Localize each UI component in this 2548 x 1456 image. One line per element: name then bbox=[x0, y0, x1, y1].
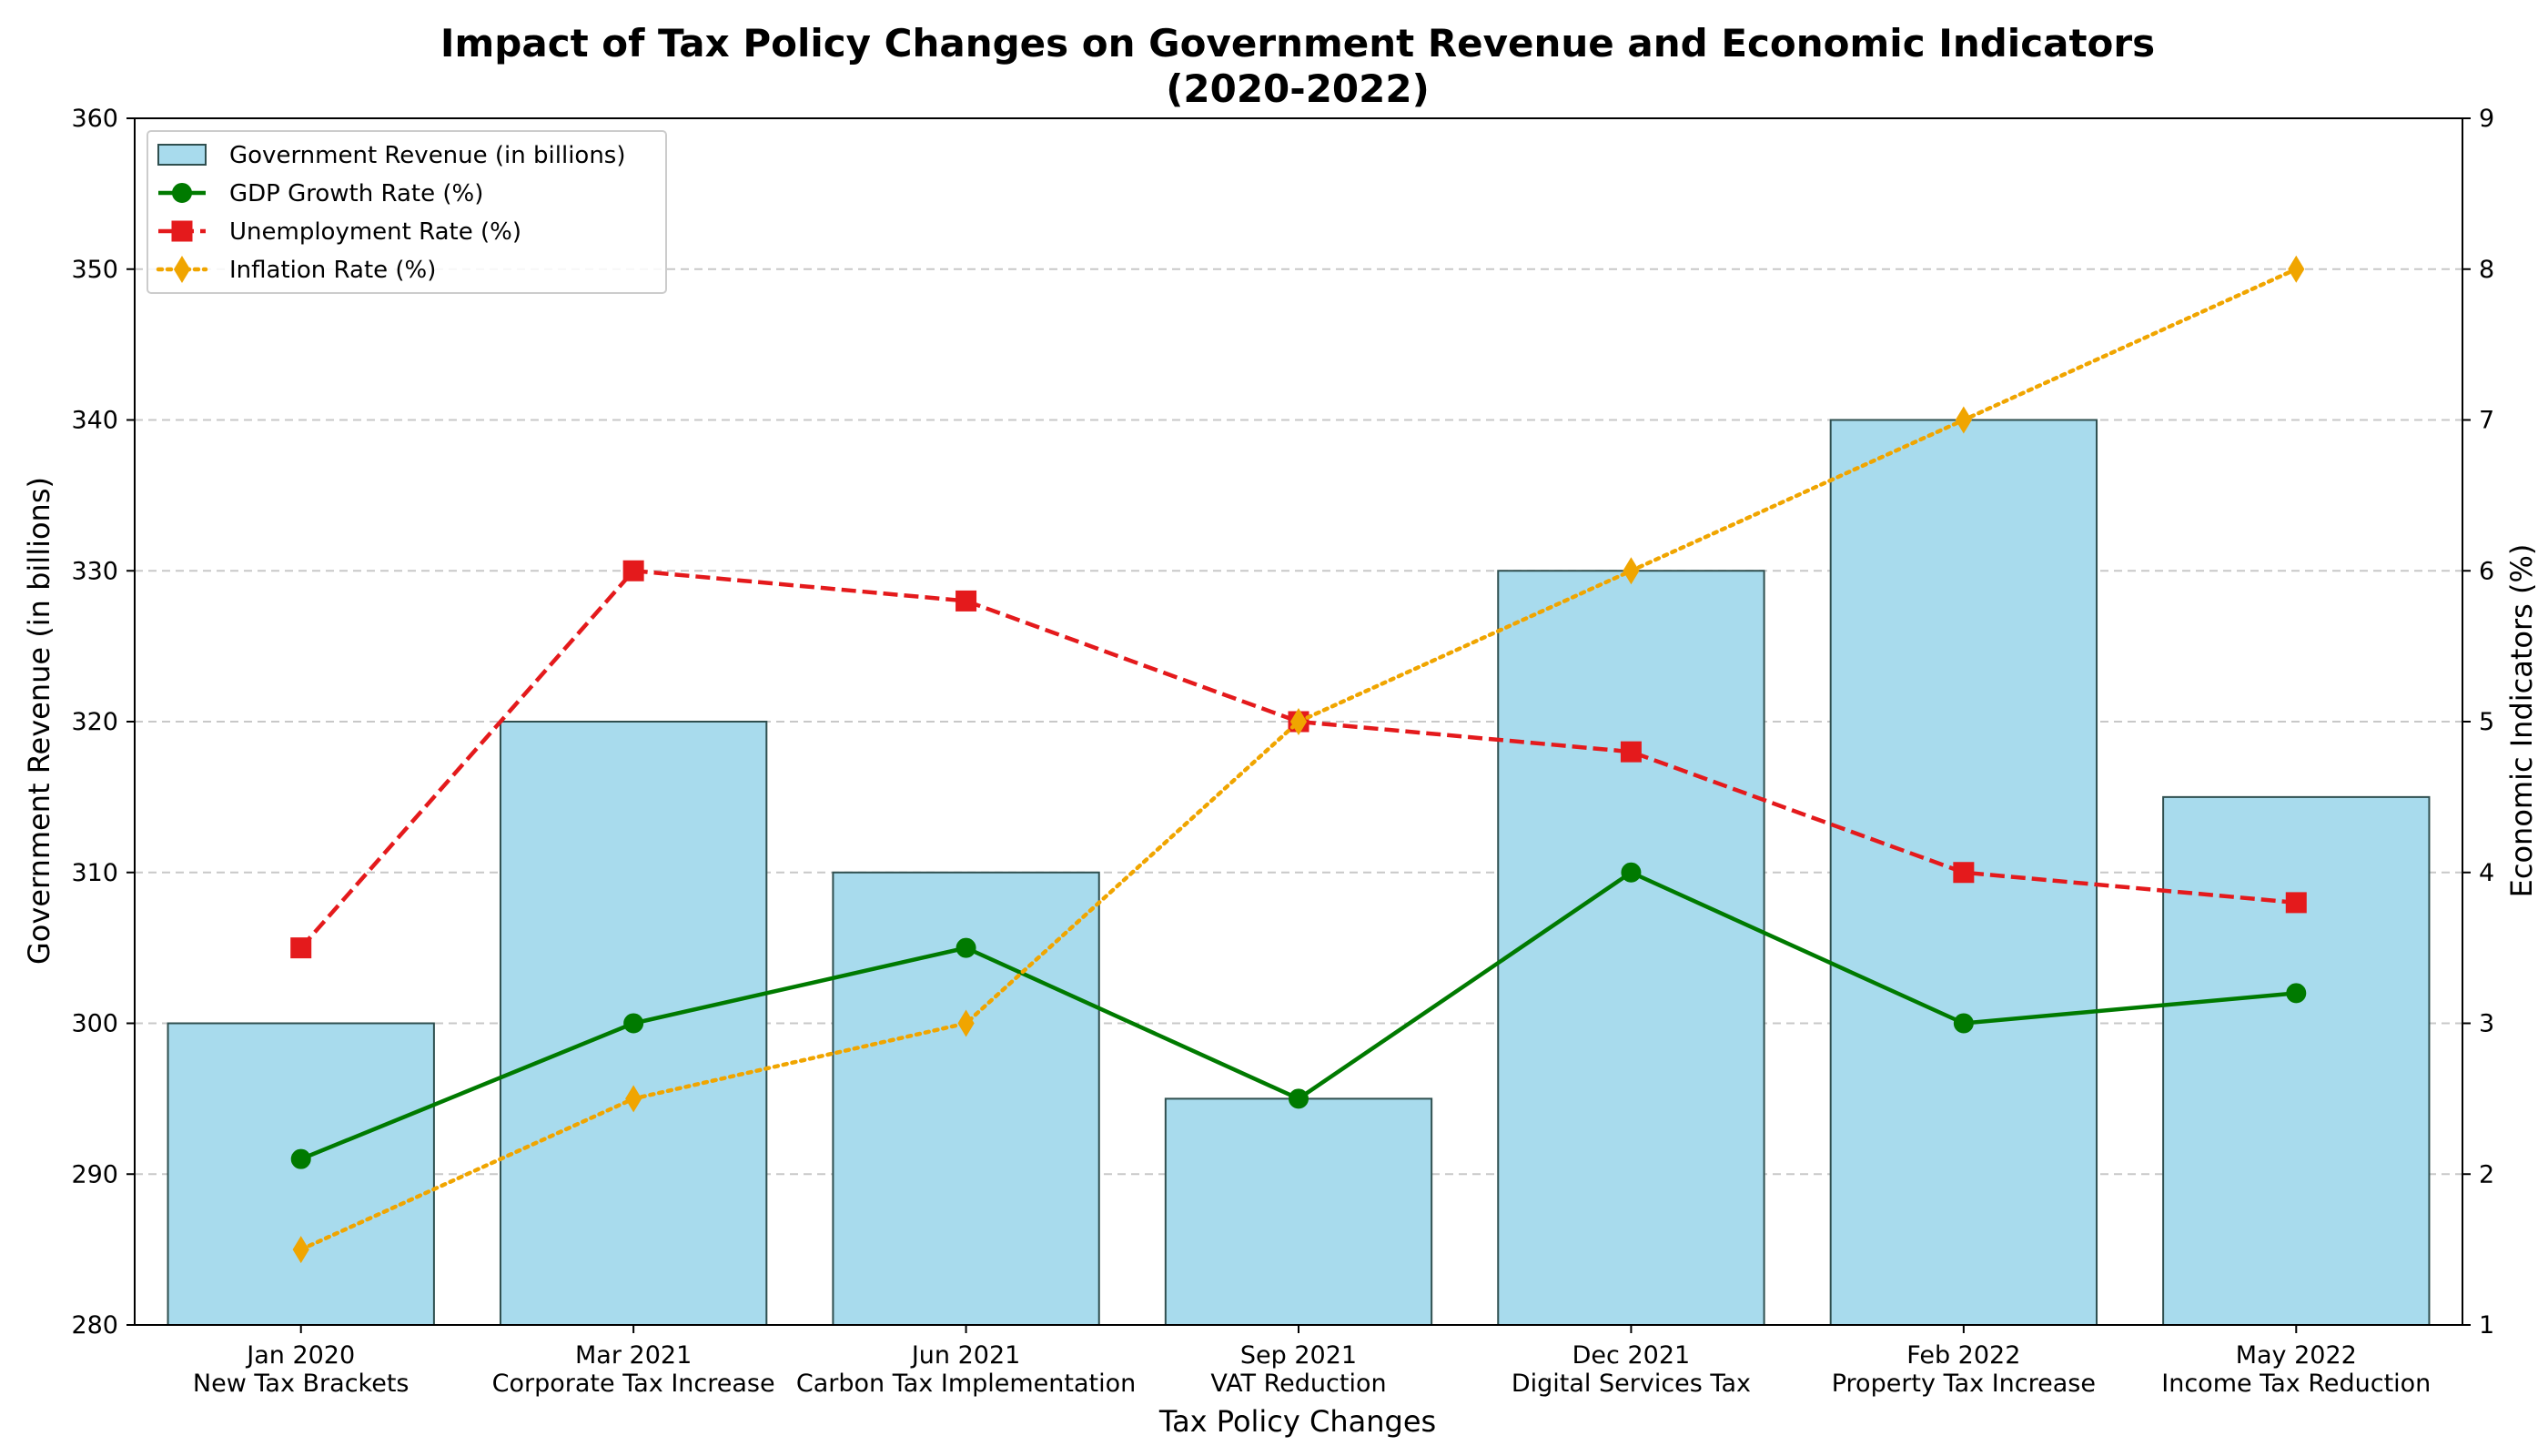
series-point-2 bbox=[625, 1085, 642, 1113]
series-point-0 bbox=[623, 1013, 644, 1034]
revenue-bar bbox=[1497, 570, 1765, 1326]
y-tick-label-right: 8 bbox=[2479, 256, 2494, 284]
y-axis-label-right: Economic Indicators (%) bbox=[2504, 544, 2539, 898]
y-tick-label-right: 5 bbox=[2479, 708, 2494, 736]
x-tick-label-policy: New Tax Brackets bbox=[193, 1370, 410, 1398]
series-point-2 bbox=[1623, 557, 1640, 585]
series-point-1 bbox=[622, 560, 644, 581]
revenue-bar bbox=[1164, 1097, 1433, 1326]
legend-swatch-marker bbox=[171, 220, 193, 242]
series-point-1 bbox=[1953, 862, 1975, 884]
y-tick-label-right: 6 bbox=[2479, 557, 2494, 585]
legend: Government Revenue (in billions) GDP Grow… bbox=[147, 130, 667, 294]
y-tick-label-left: 290 bbox=[71, 1160, 118, 1188]
y-tick-label-left: 310 bbox=[71, 859, 118, 887]
series-point-2 bbox=[2288, 255, 2305, 283]
y-tick-label-right: 9 bbox=[2479, 105, 2494, 133]
x-axis-label: Tax Policy Changes bbox=[1158, 1404, 1436, 1439]
series-point-1 bbox=[956, 590, 977, 612]
legend-swatch-bar bbox=[157, 144, 207, 166]
revenue-bar bbox=[167, 1022, 435, 1326]
series-point-0 bbox=[1289, 1088, 1309, 1109]
y-tick-label-right: 4 bbox=[2479, 859, 2494, 887]
y-tick-label-right: 3 bbox=[2479, 1010, 2494, 1038]
chart-title-line2: (2020-2022) bbox=[1166, 66, 1430, 111]
series-point-0 bbox=[1621, 862, 1642, 883]
y-tick-label-left: 360 bbox=[71, 105, 118, 133]
y-axis-label-left: Government Revenue (in billions) bbox=[22, 477, 56, 965]
legend-swatch-marker bbox=[172, 183, 192, 203]
x-tick-label-policy: Digital Services Tax bbox=[1512, 1370, 1751, 1398]
x-tick-label-policy: Property Tax Increase bbox=[1832, 1370, 2096, 1398]
series-point-0 bbox=[2286, 983, 2307, 1004]
series-point-0 bbox=[1953, 1013, 1974, 1034]
x-tick-label-date: May 2022 bbox=[2236, 1341, 2357, 1370]
x-tick-label-policy: Carbon Tax Implementation bbox=[796, 1370, 1136, 1398]
series-point-1 bbox=[290, 937, 312, 959]
x-tick-label-date: Feb 2022 bbox=[1906, 1341, 2020, 1370]
legend-label: Government Revenue (in billions) bbox=[229, 142, 626, 169]
series-point-2 bbox=[957, 1009, 975, 1037]
legend-label: Unemployment Rate (%) bbox=[229, 218, 521, 246]
series-point-0 bbox=[956, 937, 976, 958]
legend-label: Inflation Rate (%) bbox=[229, 257, 436, 284]
x-tick-label-date: Jan 2020 bbox=[245, 1341, 355, 1370]
line-layer bbox=[290, 255, 2307, 1264]
x-tick-label-date: Dec 2021 bbox=[1572, 1341, 1691, 1370]
y-tick-label-right: 1 bbox=[2479, 1311, 2494, 1340]
x-tick-label-policy: VAT Reduction bbox=[1210, 1370, 1386, 1398]
legend-swatch-marker bbox=[173, 256, 191, 283]
y-tick-label-left: 320 bbox=[71, 708, 118, 736]
x-tick-label-date: Jun 2021 bbox=[910, 1341, 1020, 1370]
axis-layer: 280 290 300 310 320 330 340 350 360 1 2 3 4 5 6 7 8 9 Jan … bbox=[71, 105, 2494, 1398]
x-tick-label-date: Sep 2021 bbox=[1240, 1341, 1357, 1370]
legend-label: GDP Growth Rate (%) bbox=[229, 180, 483, 207]
chart-title-line1: Impact of Tax Policy Changes on Governme… bbox=[440, 21, 2155, 66]
series-point-2 bbox=[1289, 708, 1308, 735]
x-tick-label-date: Mar 2021 bbox=[575, 1341, 692, 1370]
series-point-1 bbox=[1620, 741, 1642, 763]
y-tick-label-right: 7 bbox=[2479, 407, 2494, 435]
x-tick-label-policy: Corporate Tax Increase bbox=[492, 1370, 775, 1398]
series-point-2 bbox=[292, 1236, 309, 1264]
series-point-0 bbox=[290, 1148, 311, 1169]
x-tick-label-policy: Income Tax Reduction bbox=[2161, 1370, 2431, 1398]
y-tick-label-left: 300 bbox=[71, 1010, 118, 1038]
legend-box bbox=[147, 130, 667, 294]
revenue-bar bbox=[2162, 795, 2431, 1326]
series-point-1 bbox=[2285, 892, 2307, 914]
y-tick-label-left: 330 bbox=[71, 557, 118, 585]
y-tick-label-left: 350 bbox=[71, 256, 118, 284]
y-tick-label-left: 280 bbox=[71, 1311, 118, 1340]
series-point-2 bbox=[1955, 406, 1972, 434]
y-tick-label-left: 340 bbox=[71, 407, 118, 435]
y-tick-label-right: 2 bbox=[2479, 1160, 2494, 1188]
